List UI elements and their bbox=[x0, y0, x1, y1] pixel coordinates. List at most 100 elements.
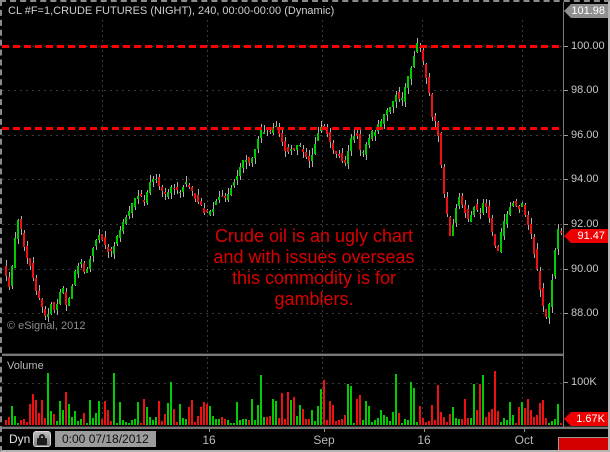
candle-body bbox=[455, 208, 457, 223]
candle-body bbox=[257, 139, 259, 150]
candle-body bbox=[242, 160, 244, 168]
time-gridline bbox=[522, 20, 523, 353]
volume-bar bbox=[368, 406, 370, 425]
candle-wick bbox=[321, 120, 322, 133]
candle-body bbox=[158, 176, 160, 186]
price-chart-pane[interactable] bbox=[2, 20, 563, 353]
volume-bar bbox=[317, 406, 319, 425]
volume-bar bbox=[353, 423, 355, 425]
price-axis[interactable]: 101.98 91.47 100K 1.67K 100.00 98.00 96.00… bbox=[564, 2, 608, 426]
volume-bar bbox=[476, 410, 478, 425]
volume-pane[interactable]: Volume bbox=[2, 357, 563, 426]
candle-body bbox=[473, 206, 475, 215]
candle-body bbox=[362, 152, 364, 154]
volume-bar bbox=[365, 401, 367, 425]
annotation-line: and with issues overseas bbox=[213, 247, 415, 267]
volume-bar bbox=[374, 420, 376, 425]
candle-body bbox=[464, 204, 466, 213]
volume-bar bbox=[155, 417, 157, 425]
candle-body bbox=[296, 145, 298, 150]
volume-bar bbox=[560, 423, 562, 425]
padlock-icon[interactable] bbox=[33, 431, 51, 447]
candle-body bbox=[371, 131, 373, 139]
volume-bar bbox=[335, 421, 337, 425]
volume-bar bbox=[224, 419, 226, 425]
volume-bar bbox=[398, 413, 400, 425]
candle-body bbox=[74, 270, 76, 285]
volume-bar bbox=[548, 423, 550, 425]
candle-body bbox=[188, 184, 190, 188]
volume-bar bbox=[341, 419, 343, 425]
volume-bar bbox=[209, 406, 211, 425]
candle-body bbox=[233, 181, 235, 187]
price-axis-label: 90.00 bbox=[571, 263, 599, 275]
candle-body bbox=[518, 206, 520, 210]
candle-body bbox=[524, 204, 526, 216]
volume-bar bbox=[89, 400, 91, 425]
candle-body bbox=[230, 188, 232, 195]
volume-bar bbox=[542, 400, 544, 425]
pane-divider[interactable] bbox=[2, 426, 608, 429]
pane-divider[interactable] bbox=[2, 353, 608, 356]
volume-bar bbox=[230, 423, 232, 425]
price-axis-tick bbox=[564, 313, 568, 314]
volume-bar bbox=[461, 419, 463, 425]
volume-bar bbox=[512, 415, 514, 425]
candle-body bbox=[344, 160, 346, 163]
volume-bar bbox=[197, 416, 199, 425]
candle-body bbox=[140, 193, 142, 197]
volume-bar bbox=[122, 420, 124, 425]
candle-body bbox=[275, 125, 277, 127]
candle-wick bbox=[339, 150, 340, 158]
candle-body bbox=[539, 271, 541, 290]
candle-body bbox=[335, 151, 337, 154]
volume-bar bbox=[152, 420, 154, 425]
candle-body bbox=[425, 64, 427, 78]
candle-body bbox=[95, 239, 97, 246]
volume-bar bbox=[20, 420, 22, 425]
candle-body bbox=[200, 200, 202, 206]
candle-body bbox=[443, 166, 445, 194]
volume-bar bbox=[500, 422, 502, 425]
time-axis-toolbar[interactable]: Dyn 0:00 07/18/2012 16 Sep 16 Oct bbox=[2, 429, 608, 450]
candle-body bbox=[182, 187, 184, 193]
candle-body bbox=[146, 192, 148, 203]
volume-bar bbox=[59, 401, 61, 425]
candle-body bbox=[134, 198, 136, 208]
volume-bar bbox=[203, 402, 205, 425]
candle-body bbox=[161, 187, 163, 191]
candle-body bbox=[281, 133, 283, 143]
candle-body bbox=[29, 258, 31, 266]
volume-bar bbox=[23, 419, 25, 425]
price-axis-label: 92.00 bbox=[571, 218, 599, 230]
volume-bar bbox=[125, 422, 127, 425]
time-gridline bbox=[422, 357, 423, 426]
volume-bar bbox=[35, 400, 37, 425]
candle-body bbox=[461, 196, 463, 205]
volume-bar bbox=[71, 417, 73, 425]
volume-bar bbox=[227, 420, 229, 425]
candle-body bbox=[545, 308, 547, 317]
candle-body bbox=[512, 202, 514, 206]
candle-body bbox=[356, 132, 358, 136]
candle-body bbox=[383, 113, 385, 124]
candle-body bbox=[353, 136, 355, 140]
candle-body bbox=[62, 288, 64, 294]
candle-body bbox=[215, 201, 217, 205]
axis-corner-indicator bbox=[558, 437, 608, 450]
candle-body bbox=[368, 137, 370, 145]
volume-bar bbox=[311, 410, 313, 425]
price-axis-label: 98.00 bbox=[571, 84, 599, 96]
price-axis-tick bbox=[564, 224, 568, 225]
candle-body bbox=[446, 197, 448, 215]
price-gridline bbox=[2, 90, 563, 91]
candle-body bbox=[392, 101, 394, 108]
volume-bar bbox=[515, 423, 517, 425]
candle-body bbox=[314, 143, 316, 154]
candle-wick bbox=[300, 142, 301, 147]
candle-body bbox=[203, 208, 205, 213]
candle-body bbox=[98, 235, 100, 240]
candle-body bbox=[272, 127, 274, 133]
price-axis-tick bbox=[564, 179, 568, 180]
annotation-line: gamblers. bbox=[274, 289, 354, 309]
